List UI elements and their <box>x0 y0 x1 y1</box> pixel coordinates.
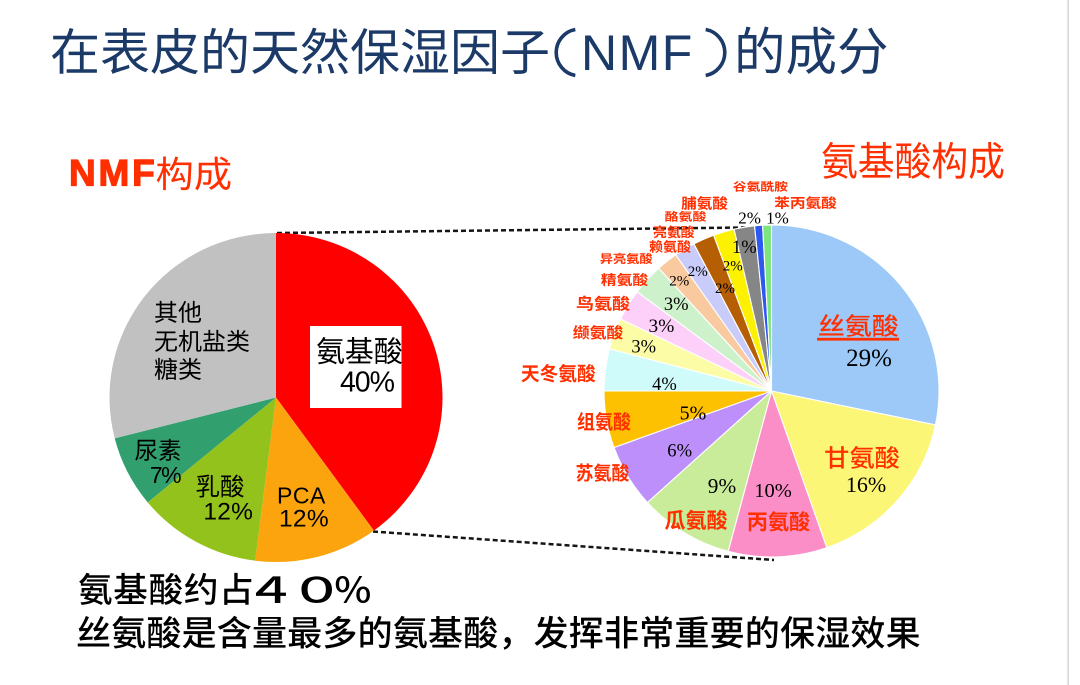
svg-text:3%: 3% <box>649 316 675 337</box>
svg-text:29%: 29% <box>846 345 892 372</box>
svg-text:1%: 1% <box>766 209 789 228</box>
svg-text:NMF: NMF <box>69 152 158 193</box>
svg-text:40%: 40% <box>340 366 395 398</box>
svg-text:2%: 2% <box>688 264 708 280</box>
svg-text:5%: 5% <box>680 403 707 425</box>
svg-text:12%: 12% <box>203 498 253 525</box>
svg-text:2%: 2% <box>738 209 761 228</box>
svg-text:2%: 2% <box>723 258 743 274</box>
svg-text:6%: 6% <box>667 440 692 461</box>
svg-text:3%: 3% <box>631 338 656 358</box>
svg-text:3%: 3% <box>664 295 689 315</box>
svg-text:NMF: NMF <box>581 25 694 81</box>
svg-text:9%: 9% <box>708 474 737 498</box>
svg-text:16%: 16% <box>846 472 886 497</box>
svg-text:2%: 2% <box>715 281 735 297</box>
svg-text:10%: 10% <box>754 480 792 502</box>
svg-text:12%: 12% <box>279 506 329 533</box>
svg-text:2%: 2% <box>669 273 689 289</box>
svg-text:4%: 4% <box>652 375 677 395</box>
svg-text:7%: 7% <box>150 462 181 488</box>
svg-text:1%: 1% <box>732 238 757 258</box>
svg-text:PCA: PCA <box>277 483 326 509</box>
